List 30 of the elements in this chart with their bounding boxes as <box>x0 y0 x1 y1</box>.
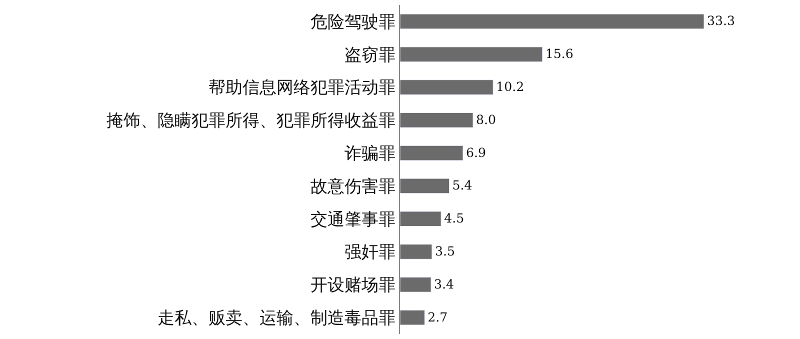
data-label: 10.2 <box>496 78 524 94</box>
y-tick-label: 盗窃罪 <box>344 45 396 66</box>
bar <box>400 211 442 226</box>
data-label: 3.5 <box>434 243 455 258</box>
bar <box>400 178 450 194</box>
data-label: 4.5 <box>444 210 464 226</box>
y-tick-label: 诈骗罪 <box>344 144 396 164</box>
y-tick-label: 故意伤害罪 <box>310 176 396 197</box>
data-label: 15.6 <box>545 46 574 62</box>
y-tick-label: 强奸罪 <box>344 242 396 263</box>
data-label: 33.3 <box>707 13 736 28</box>
bar <box>400 145 464 161</box>
data-label: 2.7 <box>428 309 448 324</box>
bar <box>400 14 704 30</box>
y-tick-label: 帮助信息网络犯罪活动罪 <box>208 78 396 98</box>
y-tick-label: 掩饰、隐瞒犯罪所得、犯罪所得收益罪 <box>106 111 396 132</box>
bar <box>400 310 425 326</box>
bar <box>400 46 543 62</box>
y-tick-label: 走私、贩卖、运输、制造毒品罪 <box>158 308 396 328</box>
bar <box>400 80 494 95</box>
y-tick-label: 开设赌场罪 <box>310 276 396 296</box>
data-label: 5.4 <box>452 178 472 193</box>
data-label: 6.9 <box>466 144 486 160</box>
data-label: 8.0 <box>476 112 496 127</box>
bar <box>400 244 432 260</box>
y-tick-label: 交通肇事罪 <box>310 210 396 230</box>
bar <box>400 277 432 292</box>
bar <box>400 112 474 128</box>
data-label: 3.4 <box>434 276 454 292</box>
y-tick-label: 危险驾驶罪 <box>310 12 396 32</box>
